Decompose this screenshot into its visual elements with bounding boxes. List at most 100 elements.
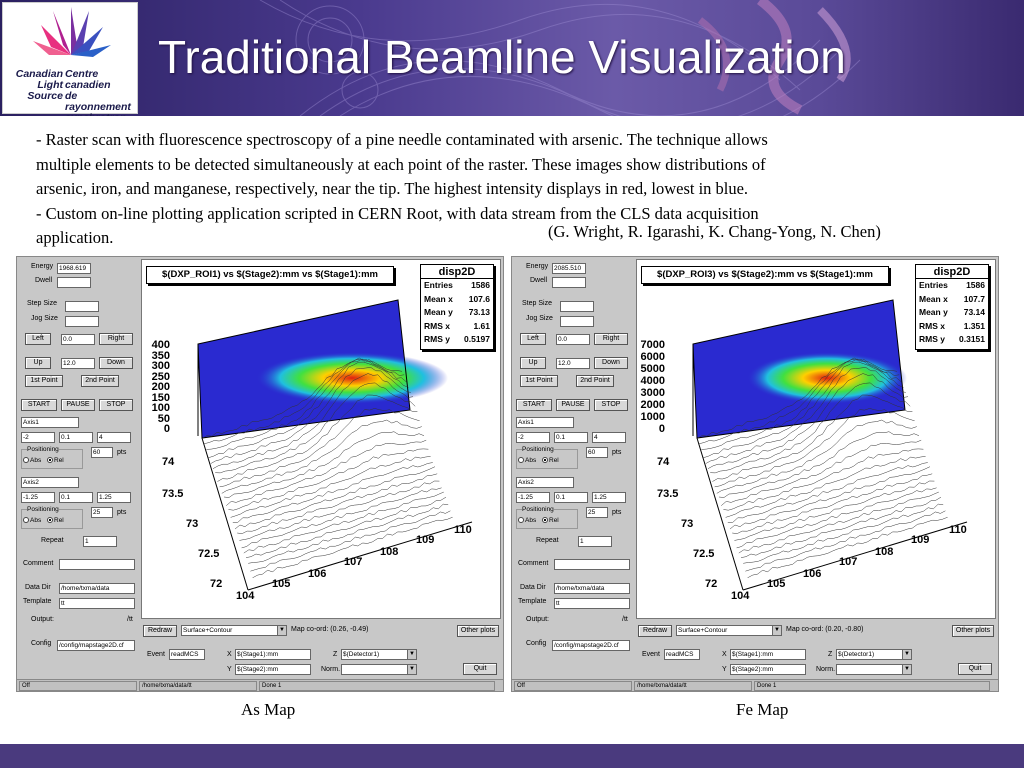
axis1-pts-field[interactable]: 60 [586, 447, 608, 458]
repeat-field[interactable]: 1 [578, 536, 612, 547]
stats-mean-x: 107.7 [963, 293, 985, 304]
redraw-button[interactable]: Redraw [143, 625, 177, 637]
config-field[interactable]: /config/mapstage2D.cf [552, 640, 630, 651]
left-button[interactable]: Left [520, 333, 546, 345]
comment-field[interactable] [554, 559, 630, 570]
rel-radio[interactable]: Rel [47, 457, 64, 464]
jog-size-field[interactable] [560, 316, 594, 327]
axis2-start-field[interactable]: -1.25 [516, 492, 550, 503]
right-button[interactable]: Right [99, 333, 133, 345]
abs-radio[interactable]: Abs [518, 457, 536, 464]
up-button[interactable]: Up [25, 357, 51, 369]
surface-row-line [230, 456, 431, 518]
plot-canvas[interactable]: $(DXP_ROI1) vs $(Stage2):mm vs $(Stage1)… [141, 259, 501, 619]
quit-button[interactable]: Quit [463, 663, 497, 675]
rel-label: Rel [54, 517, 64, 524]
z-tick-label: 6000 [640, 351, 665, 363]
dwell-field[interactable] [57, 277, 91, 288]
other-plots-button[interactable]: Other plots [952, 625, 994, 637]
energy-field[interactable]: 1968.619 [57, 263, 91, 274]
left-value-field[interactable]: 0.0 [556, 334, 590, 345]
down-button[interactable]: Down [99, 357, 133, 369]
axis1-start-field[interactable]: -2 [516, 432, 550, 443]
rel-radio[interactable]: Rel [47, 517, 64, 524]
other-plots-button[interactable]: Other plots [457, 625, 499, 637]
plot-canvas[interactable]: $(DXP_ROI3) vs $(Stage2):mm vs $(Stage1)… [636, 259, 996, 619]
up-button[interactable]: Up [520, 357, 546, 369]
left-value-field[interactable]: 0.0 [61, 334, 95, 345]
axis1-pts-field[interactable]: 60 [91, 447, 113, 458]
redraw-button[interactable]: Redraw [638, 625, 672, 637]
axis2-field[interactable]: Axis2 [21, 477, 79, 488]
y-tick-label: 72.5 [198, 548, 220, 560]
axis1-start-field[interactable]: -2 [21, 432, 55, 443]
up-value-field[interactable]: 12.0 [61, 358, 95, 369]
config-field[interactable]: /config/mapstage2D.cf [57, 640, 135, 651]
energy-field[interactable]: 2085.510 [552, 263, 586, 274]
z-select[interactable]: $(Detector1) ▼ [836, 649, 912, 660]
data-dir-field[interactable]: /home/txma/data [554, 583, 630, 594]
axis1-step-field[interactable]: 0.1 [554, 432, 588, 443]
jog-size-field[interactable] [65, 316, 99, 327]
axis2-step-field[interactable]: 0.1 [554, 492, 588, 503]
axis1-field[interactable]: Axis1 [516, 417, 574, 428]
abs-radio[interactable]: Abs [23, 457, 41, 464]
abs-radio[interactable]: Abs [23, 517, 41, 524]
second-point-button[interactable]: 2nd Point [576, 375, 614, 387]
axis2-step-field[interactable]: 0.1 [59, 492, 93, 503]
pause-button[interactable]: PAUSE [61, 399, 95, 411]
pause-button[interactable]: PAUSE [556, 399, 590, 411]
rel-radio[interactable]: Rel [542, 517, 559, 524]
y-tick-label: 73 [186, 518, 199, 530]
axis2-pts-field[interactable]: 25 [586, 507, 608, 518]
event-field[interactable]: readMCS [664, 649, 700, 660]
norm-select[interactable]: ▼ [341, 664, 417, 675]
template-field[interactable]: tt [554, 598, 630, 609]
up-value-field[interactable]: 12.0 [556, 358, 590, 369]
x-field[interactable]: $(Stage1):mm [235, 649, 311, 660]
template-field[interactable]: tt [59, 598, 135, 609]
stop-button[interactable]: STOP [99, 399, 133, 411]
dwell-field[interactable] [552, 277, 586, 288]
left-button[interactable]: Left [25, 333, 51, 345]
quit-button[interactable]: Quit [958, 663, 992, 675]
start-button[interactable]: START [516, 399, 552, 411]
stats-row: Entries 1586 [916, 279, 988, 293]
second-point-button[interactable]: 2nd Point [81, 375, 119, 387]
first-point-button[interactable]: 1st Point [520, 375, 558, 387]
x-field[interactable]: $(Stage1):mm [730, 649, 806, 660]
norm-select[interactable]: ▼ [836, 664, 912, 675]
event-field[interactable]: readMCS [169, 649, 205, 660]
stop-button[interactable]: STOP [594, 399, 628, 411]
x-tick-label: 110 [949, 524, 967, 536]
step-size-field[interactable] [560, 301, 594, 312]
down-button[interactable]: Down [594, 357, 628, 369]
start-button[interactable]: START [21, 399, 57, 411]
abs-radio[interactable]: Abs [518, 517, 536, 524]
surface-row-line [745, 510, 946, 572]
x-tick-label: 109 [911, 534, 930, 546]
first-point-button[interactable]: 1st Point [25, 375, 63, 387]
y-field[interactable]: $(Stage2):mm [235, 664, 311, 675]
axis1-field[interactable]: Axis1 [21, 417, 79, 428]
axis2-pts-field[interactable]: 25 [91, 507, 113, 518]
axis2-field[interactable]: Axis2 [516, 477, 574, 488]
step-size-field[interactable] [65, 301, 99, 312]
y-field[interactable]: $(Stage2):mm [730, 664, 806, 675]
z-select[interactable]: $(Detector1) ▼ [341, 649, 417, 660]
rel-radio[interactable]: Rel [542, 457, 559, 464]
axis2-end-field[interactable]: 1.25 [97, 492, 131, 503]
right-button[interactable]: Right [594, 333, 628, 345]
axis1-end-field[interactable]: 4 [97, 432, 131, 443]
repeat-field[interactable]: 1 [83, 536, 117, 547]
axis1-end-field[interactable]: 4 [592, 432, 626, 443]
axis2-end-field[interactable]: 1.25 [592, 492, 626, 503]
data-dir-field[interactable]: /home/txma/data [59, 583, 135, 594]
draw-mode-select[interactable]: Surface+Contour ▼ [181, 625, 287, 636]
chevron-down-icon: ▼ [277, 626, 286, 635]
axis2-start-field[interactable]: -1.25 [21, 492, 55, 503]
x-axis-line [247, 521, 473, 591]
draw-mode-select[interactable]: Surface+Contour ▼ [676, 625, 782, 636]
comment-field[interactable] [59, 559, 135, 570]
axis1-step-field[interactable]: 0.1 [59, 432, 93, 443]
